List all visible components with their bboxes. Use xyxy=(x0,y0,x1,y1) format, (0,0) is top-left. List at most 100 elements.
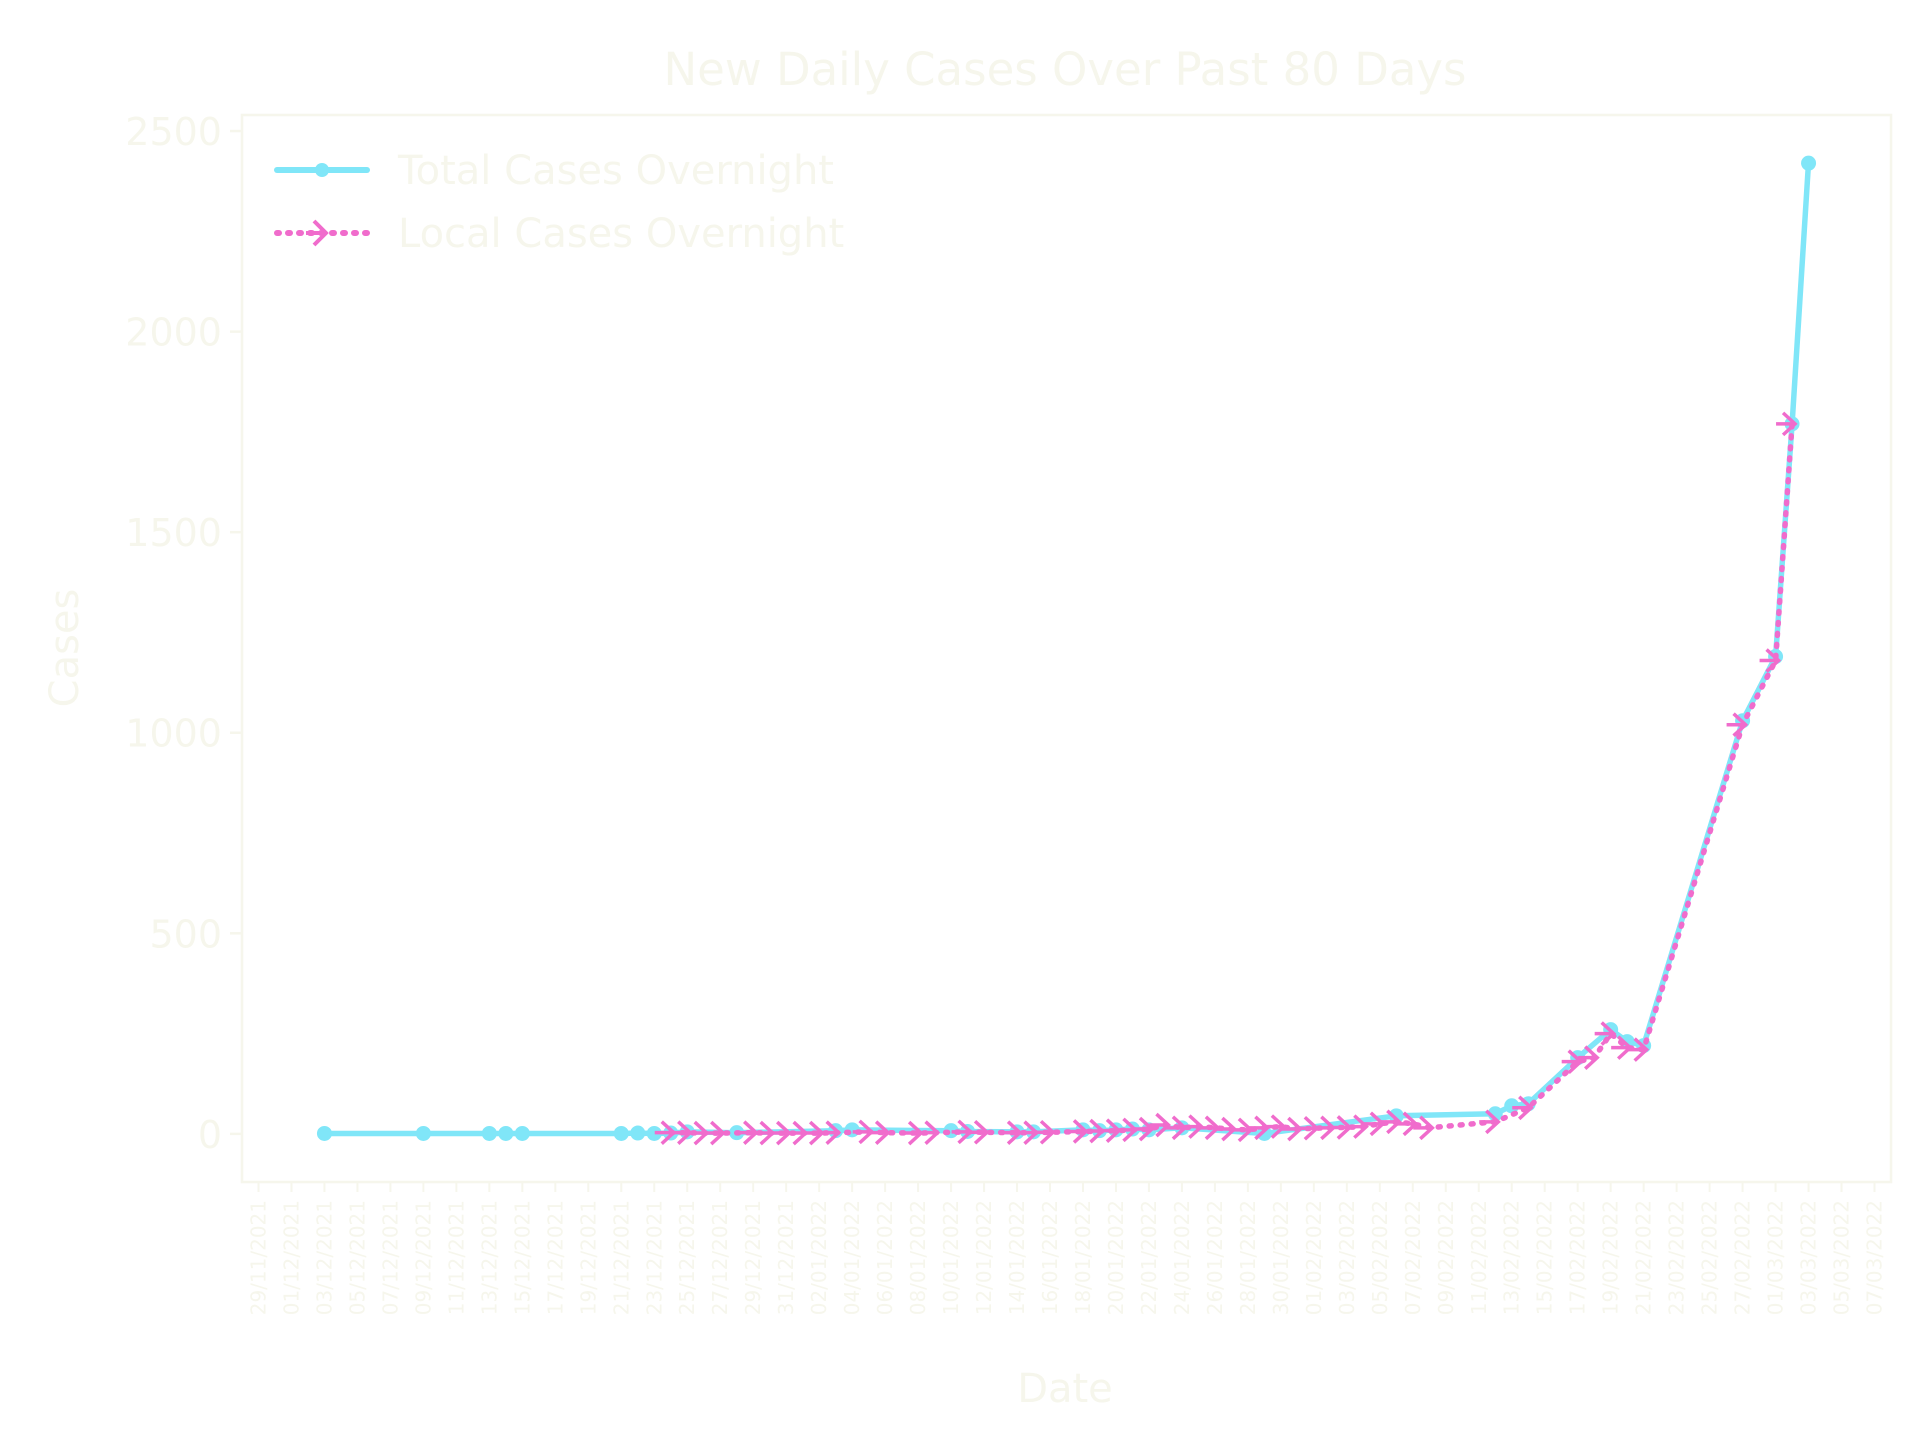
x-tick-label: 27/12/2021 xyxy=(708,1200,732,1315)
data-point-local xyxy=(918,1120,941,1145)
data-point-total xyxy=(1801,155,1817,171)
data-point-local xyxy=(1363,1111,1386,1137)
data-point-total xyxy=(316,1125,332,1141)
data-point-local xyxy=(704,1120,726,1146)
data-point-local xyxy=(1149,1112,1172,1138)
x-tick-label: 08/01/2022 xyxy=(906,1200,930,1315)
data-point-total xyxy=(1256,1125,1272,1141)
data-point-local xyxy=(1479,1109,1501,1135)
x-tick-label: 07/02/2022 xyxy=(1401,1200,1425,1315)
data-point-local xyxy=(770,1120,792,1146)
x-tick-label: 20/01/2022 xyxy=(1104,1200,1128,1315)
legend-marker-total xyxy=(315,163,329,177)
x-tick-label: 23/02/2022 xyxy=(1665,1200,1689,1315)
x-tick-label: 15/02/2022 xyxy=(1533,1200,1557,1315)
x-tick-label: 26/01/2022 xyxy=(1203,1200,1227,1315)
series-line-local xyxy=(667,421,1795,1136)
x-tick-label: 01/03/2022 xyxy=(1764,1200,1788,1315)
y-axis: 0 500 1000 1500 2000 2500 xyxy=(125,110,242,1157)
data-point-local xyxy=(1231,1117,1254,1143)
legend-label-local: Local Cases Overnight xyxy=(398,211,844,257)
x-tick-label: 04/01/2022 xyxy=(840,1200,864,1315)
series-line-total xyxy=(321,160,1812,1137)
x-tick-label: 18/01/2022 xyxy=(1071,1200,1095,1315)
x-tick-label: 17/02/2022 xyxy=(1566,1200,1590,1315)
x-tick-label: 13/12/2021 xyxy=(477,1200,501,1315)
x-tick-label: 05/02/2022 xyxy=(1368,1200,1392,1315)
data-point-local xyxy=(1165,1115,1188,1141)
x-tick-label: 15/12/2021 xyxy=(510,1200,534,1315)
x-tick-label: 21/12/2021 xyxy=(609,1200,633,1315)
x-tick-label: 28/01/2022 xyxy=(1236,1200,1260,1315)
data-point-local xyxy=(1347,1114,1369,1139)
x-tick-label: 23/12/2021 xyxy=(642,1200,666,1315)
data-point-local xyxy=(1396,1111,1419,1137)
x-tick-label: 02/01/2022 xyxy=(807,1200,831,1315)
data-point-local xyxy=(1594,1021,1617,1046)
x-tick-label: 05/03/2022 xyxy=(1830,1200,1854,1315)
x-tick-label: 07/12/2021 xyxy=(378,1200,402,1315)
legend-marker-local xyxy=(306,219,329,247)
data-point-total xyxy=(1504,1098,1520,1114)
data-point-local xyxy=(1611,1035,1633,1060)
x-tick-label: 30/01/2022 xyxy=(1269,1200,1293,1315)
x-axis-label: Date xyxy=(1017,1366,1113,1412)
data-point-total xyxy=(481,1125,497,1141)
x-axis: 29/11/2021 01/12/2021 03/12/2021 05/12/2021… xyxy=(246,1182,1887,1315)
x-tick-label: 01/02/2022 xyxy=(1302,1200,1326,1315)
data-point-local xyxy=(1561,1049,1584,1074)
data-point-local xyxy=(968,1119,990,1145)
x-tick-label: 19/12/2021 xyxy=(576,1200,600,1315)
y-tick-label: 500 xyxy=(149,912,222,956)
data-point-total xyxy=(498,1125,514,1141)
data-point-total xyxy=(613,1125,629,1141)
data-point-total xyxy=(415,1125,431,1141)
x-tick-label: 17/12/2021 xyxy=(543,1200,567,1315)
x-tick-label: 06/01/2022 xyxy=(873,1200,897,1315)
data-point-local xyxy=(1281,1116,1303,1142)
data-point-total xyxy=(1388,1108,1404,1124)
x-tick-label: 11/12/2021 xyxy=(444,1200,468,1315)
y-tick-label: 1500 xyxy=(125,511,222,555)
x-tick-label: 09/02/2022 xyxy=(1434,1200,1458,1315)
x-tick-label: 27/02/2022 xyxy=(1731,1200,1755,1315)
x-tick-label: 03/12/2021 xyxy=(312,1200,336,1315)
data-point-local xyxy=(819,1120,842,1145)
y-tick-label: 0 xyxy=(198,1113,222,1157)
data-point-local xyxy=(786,1120,809,1146)
x-tick-label: 05/12/2021 xyxy=(345,1200,369,1315)
x-tick-label: 01/12/2021 xyxy=(279,1200,303,1315)
legend-entry-local: Local Cases Overnight xyxy=(274,211,844,257)
y-tick-label: 1000 xyxy=(125,712,222,756)
data-point-local xyxy=(1314,1115,1336,1141)
x-tick-label: 21/02/2022 xyxy=(1632,1200,1656,1315)
x-tick-label: 19/02/2022 xyxy=(1599,1200,1623,1315)
y-tick-label: 2500 xyxy=(125,110,222,154)
data-point-local xyxy=(869,1120,891,1145)
data-point-local xyxy=(737,1120,759,1145)
data-point-local xyxy=(1627,1037,1650,1062)
x-tick-label: 13/02/2022 xyxy=(1500,1200,1524,1315)
data-point-local xyxy=(1198,1115,1221,1141)
data-point-total xyxy=(630,1125,646,1141)
x-tick-label: 29/12/2021 xyxy=(741,1200,765,1315)
data-point-local xyxy=(753,1120,776,1146)
x-tick-label: 03/03/2022 xyxy=(1797,1200,1821,1315)
data-point-local xyxy=(1776,411,1798,437)
data-point-local xyxy=(1759,648,1782,673)
legend-label-total: Total Cases Overnight xyxy=(397,148,834,194)
x-tick-label: 29/11/2021 xyxy=(246,1200,270,1315)
data-point-local xyxy=(803,1120,825,1146)
data-point-total xyxy=(514,1125,530,1141)
x-tick-label: 07/03/2022 xyxy=(1863,1200,1887,1315)
data-point-local xyxy=(1297,1115,1320,1141)
data-point-local xyxy=(1264,1114,1287,1139)
legend-entry-total: Total Cases Overnight xyxy=(274,148,834,194)
x-tick-label: 09/12/2021 xyxy=(411,1200,435,1315)
data-point-local xyxy=(1726,712,1749,738)
x-tick-label: 22/01/2022 xyxy=(1137,1200,1161,1315)
data-point-local xyxy=(1380,1109,1402,1135)
x-tick-label: 11/02/2022 xyxy=(1467,1200,1491,1315)
x-tick-label: 16/01/2022 xyxy=(1038,1200,1062,1315)
x-tick-label: 24/01/2022 xyxy=(1170,1200,1194,1315)
